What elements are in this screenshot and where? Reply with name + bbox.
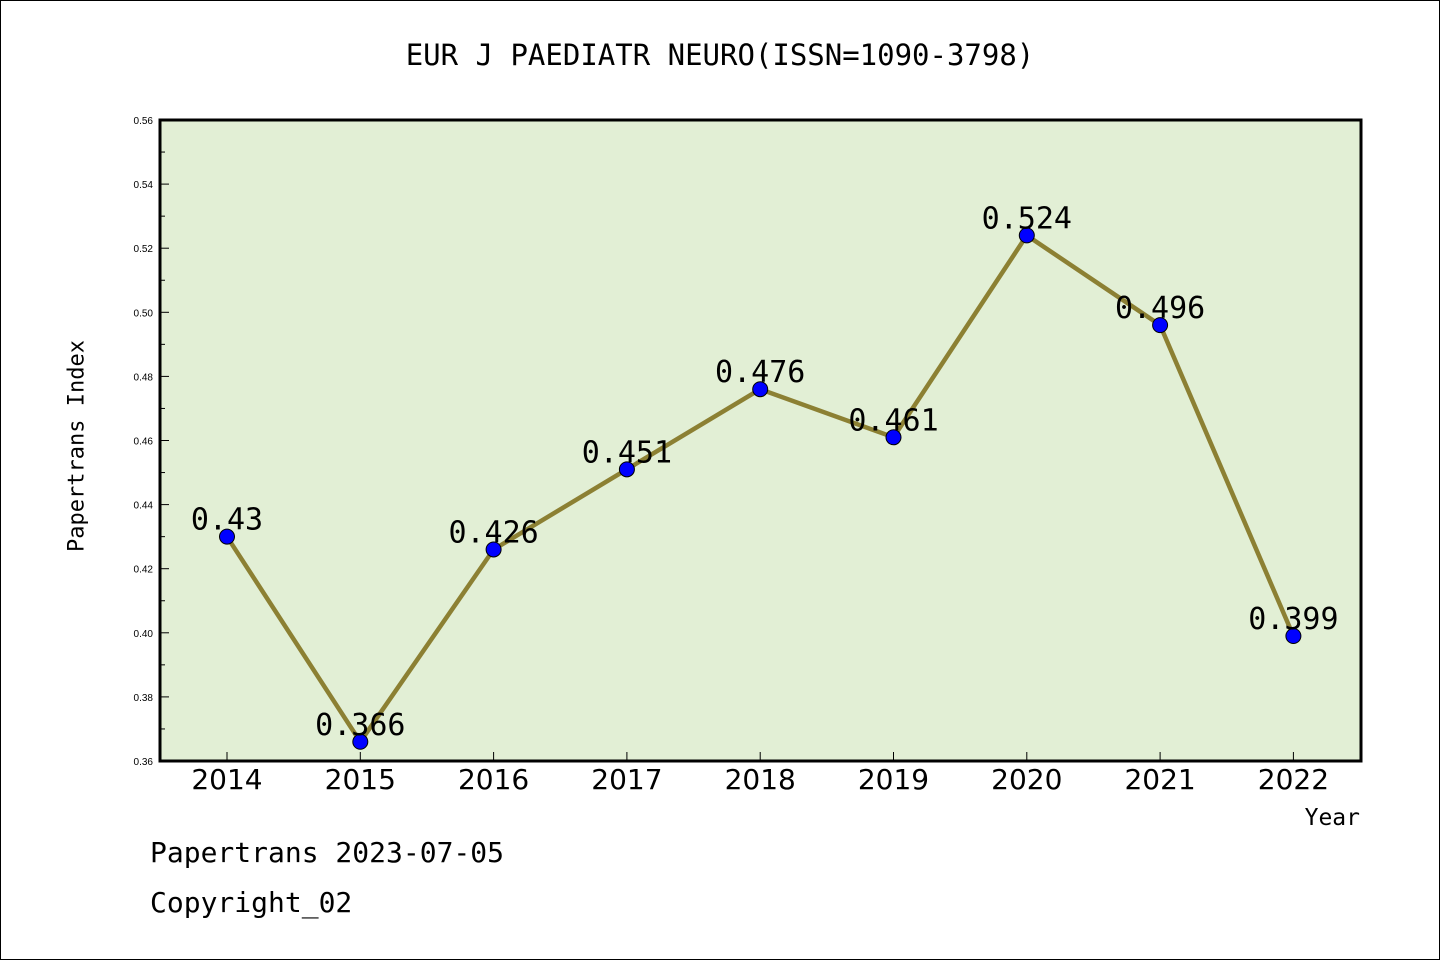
data-point (752, 381, 769, 398)
x-tick-label: 2015 (325, 763, 396, 796)
data-labels: 0.43 0.366 0.426 0.451 0.476 0.461 0.524 0.496 0… (191, 201, 1339, 742)
data-point (352, 733, 369, 750)
data-point (485, 541, 502, 558)
y-tick-label: 0.56 (134, 116, 154, 127)
plot-border (158, 118, 1363, 763)
data-label: 0.43 (191, 503, 263, 538)
data-label: 0.461 (848, 403, 938, 438)
x-tick-label: 2018 (725, 763, 796, 796)
data-point (885, 429, 902, 446)
data-point (618, 461, 635, 478)
data-label: 0.476 (715, 355, 805, 390)
data-label: 0.426 (448, 515, 538, 550)
y-tick-label: 0.50 (134, 308, 154, 319)
x-tick-label: 2021 (1124, 763, 1195, 796)
x-axis-label: Year (1305, 805, 1360, 831)
data-point (1018, 227, 1035, 244)
data-label: 0.366 (315, 708, 405, 743)
chart-title: EUR J PAEDIATR NEURO(ISSN=1090-3798) (405, 38, 1035, 72)
data-point (219, 528, 235, 545)
data-label: 0.524 (982, 201, 1072, 236)
y-tick-label: 0.42 (134, 565, 154, 576)
y-tick-label: 0.52 (134, 244, 154, 255)
x-tick-label: 2017 (591, 763, 662, 796)
series-layer (219, 227, 1302, 750)
plot-area (160, 120, 1361, 761)
y-tick-label: 0.36 (134, 757, 154, 768)
data-point (1285, 628, 1302, 645)
x-tick-label: 2019 (858, 763, 929, 796)
axis-ticks: 0.36 0.38 0.40 0.42 0.44 0.46 0.48 0.50 0.52 0.54… (134, 116, 1330, 796)
data-label: 0.496 (1115, 291, 1205, 326)
footer-date: Papertrans 2023-07-05 (150, 836, 505, 869)
x-tick-label: 2016 (458, 763, 529, 796)
x-tick-label: 2022 (1258, 763, 1329, 796)
y-tick-label: 0.46 (134, 437, 154, 448)
x-tick-label: 2020 (991, 763, 1062, 796)
y-tick-label: 0.44 (134, 501, 154, 512)
y-tick-label: 0.38 (134, 693, 154, 704)
y-tick-label: 0.40 (134, 629, 154, 640)
data-label: 0.399 (1248, 602, 1338, 637)
data-label: 0.451 (582, 435, 672, 470)
x-tick-label: 2014 (191, 763, 262, 796)
data-point (1152, 317, 1169, 334)
y-tick-label: 0.54 (134, 180, 154, 191)
footer-copyright: Copyright_02 (150, 886, 353, 919)
y-tick-label: 0.48 (134, 372, 154, 383)
